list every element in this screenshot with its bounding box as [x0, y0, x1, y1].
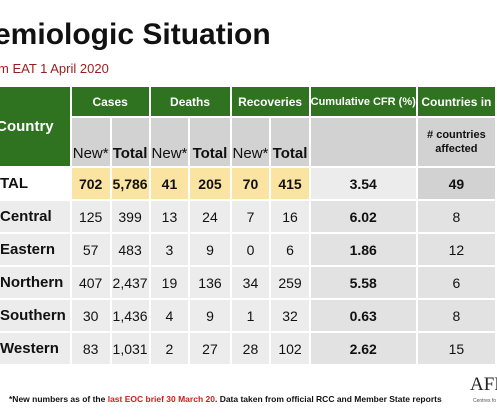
- country-header: Country: [0, 87, 72, 168]
- deaths-new-cell: 4: [149, 299, 191, 333]
- region-name: Eastern: [0, 233, 72, 267]
- recoveries-new-cell: 0: [230, 233, 272, 267]
- cfr-cell: 2.62: [309, 332, 418, 366]
- recoveries-new-cell: 34: [230, 266, 272, 300]
- header-row-2: New* Total New* Total New* Total # count…: [0, 117, 497, 168]
- organization-logo-subtext: Centres fo: [473, 398, 497, 404]
- table-row: Central 125 399 13 24 7 16 6.02 8: [0, 200, 497, 234]
- cfr-header: Cumulative CFR (%): [309, 87, 418, 118]
- deaths-total-cell: 9: [189, 233, 232, 267]
- deaths-total-header: Total: [189, 117, 232, 168]
- deaths-new-header: New*: [149, 117, 191, 168]
- cfr-subheader-blank: [309, 117, 418, 168]
- recoveries-new-cell: 28: [230, 332, 272, 366]
- table-row: Western 83 1,031 2 27 28 102 2.62 15: [0, 332, 497, 366]
- organization-logo: AFR: [470, 374, 497, 395]
- region-name: Southern: [0, 299, 72, 333]
- deaths-total-cell: 205: [189, 167, 232, 201]
- countries-affected-cell: 12: [416, 233, 497, 267]
- cases-total-cell: 483: [110, 233, 151, 267]
- footnote-text: *New numbers as of the: [9, 394, 108, 404]
- cfr-cell: 5.58: [309, 266, 418, 300]
- region-name: Central: [0, 200, 72, 234]
- footnote: *New numbers as of the last EOC brief 30…: [9, 394, 442, 404]
- recoveries-new-cell: 70: [230, 167, 272, 201]
- cases-new-header: New*: [70, 117, 112, 168]
- countries-affected-cell: 49: [416, 167, 497, 201]
- countries-affected-cell: 6: [416, 266, 497, 300]
- footnote-eoc-brief: last EOC brief 30 March 20: [107, 394, 215, 404]
- deaths-new-cell: 19: [149, 266, 191, 300]
- recoveries-total-cell: 259: [270, 266, 311, 300]
- deaths-total-cell: 27: [189, 332, 232, 366]
- cases-total-cell: 399: [110, 200, 151, 234]
- deaths-new-cell: 13: [149, 200, 191, 234]
- cases-total-header: Total: [110, 117, 151, 168]
- table-row-total: TAL 702 5,786 41 205 70 415 3.54 49: [0, 167, 497, 201]
- countries-header: Countries in: [416, 87, 497, 118]
- countries-affected-header: # countries affected: [416, 117, 497, 168]
- deaths-total-cell: 136: [189, 266, 232, 300]
- recoveries-total-cell: 32: [270, 299, 311, 333]
- recoveries-total-cell: 415: [270, 167, 311, 201]
- cases-total-cell: 1,031: [110, 332, 151, 366]
- recoveries-new-cell: 1: [230, 299, 272, 333]
- cases-total-cell: 2,437: [110, 266, 151, 300]
- region-name: Western: [0, 332, 72, 366]
- deaths-new-cell: 2: [149, 332, 191, 366]
- cfr-cell: 3.54: [309, 167, 418, 201]
- recoveries-header: Recoveries: [230, 87, 311, 118]
- situation-table-container: Country Cases Deaths Recoveries Cumulati…: [0, 87, 497, 366]
- cfr-cell: 1.86: [309, 233, 418, 267]
- cases-new-cell: 702: [70, 167, 112, 201]
- deaths-new-cell: 41: [149, 167, 191, 201]
- cases-new-cell: 125: [70, 200, 112, 234]
- recoveries-total-cell: 102: [270, 332, 311, 366]
- table-row: Southern 30 1,436 4 9 1 32 0.63 8: [0, 299, 497, 333]
- cases-new-cell: 57: [70, 233, 112, 267]
- region-name: Northern: [0, 266, 72, 300]
- header-row-1: Country Cases Deaths Recoveries Cumulati…: [0, 87, 497, 168]
- cases-new-cell: 407: [70, 266, 112, 300]
- table-row: Northern 407 2,437 19 136 34 259 5.58 6: [0, 266, 497, 300]
- page-subtitle: m EAT 1 April 2020: [0, 61, 109, 76]
- page-title: emiologic Situation: [0, 18, 271, 51]
- footnote-source: . Data taken from official RCC and Membe…: [214, 394, 442, 404]
- recoveries-total-header: Total: [270, 117, 311, 168]
- recoveries-total-cell: 6: [270, 233, 311, 267]
- recoveries-new-cell: 7: [230, 200, 272, 234]
- deaths-total-cell: 24: [189, 200, 232, 234]
- recoveries-new-header: New*: [230, 117, 272, 168]
- cases-new-cell: 83: [70, 332, 112, 366]
- cfr-cell: 6.02: [309, 200, 418, 234]
- countries-affected-cell: 8: [416, 200, 497, 234]
- situation-table: Country Cases Deaths Recoveries Cumulati…: [0, 87, 497, 366]
- recoveries-total-cell: 16: [270, 200, 311, 234]
- cases-total-cell: 1,436: [110, 299, 151, 333]
- cases-header: Cases: [70, 87, 151, 118]
- countries-affected-cell: 8: [416, 299, 497, 333]
- cfr-cell: 0.63: [309, 299, 418, 333]
- cases-new-cell: 30: [70, 299, 112, 333]
- region-name: TAL: [0, 167, 72, 201]
- cases-total-cell: 5,786: [110, 167, 151, 201]
- deaths-total-cell: 9: [189, 299, 232, 333]
- table-row: Eastern 57 483 3 9 0 6 1.86 12: [0, 233, 497, 267]
- deaths-header: Deaths: [149, 87, 232, 118]
- countries-affected-cell: 15: [416, 332, 497, 366]
- deaths-new-cell: 3: [149, 233, 191, 267]
